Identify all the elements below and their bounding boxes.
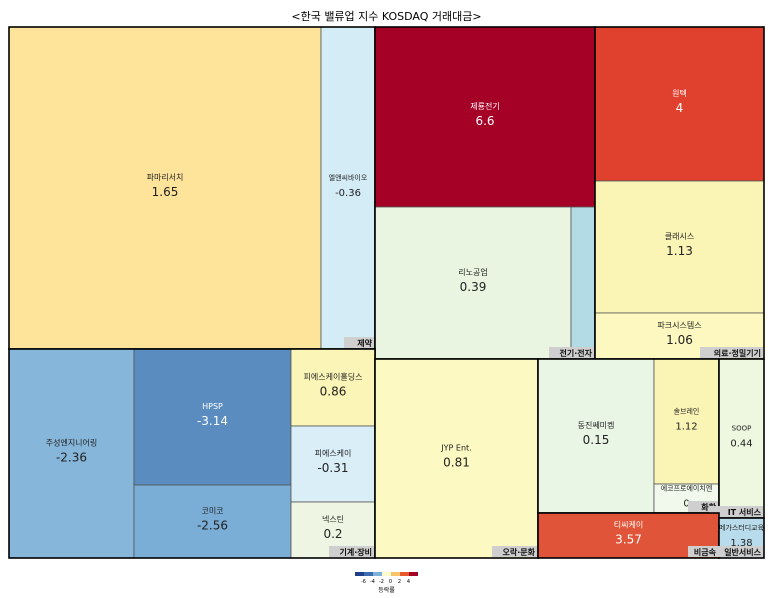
legend-swatch xyxy=(355,572,364,576)
legend-swatch xyxy=(364,572,373,576)
legend-tick-label: -2 xyxy=(379,579,384,585)
legend-tick-label: 0 xyxy=(389,579,392,585)
legend-title: 등락률 xyxy=(378,586,395,594)
legend-tick-label: 4 xyxy=(407,579,410,585)
legend-swatch xyxy=(391,572,400,576)
color-legend: -6 -4 -2 0 2 4 등락률 xyxy=(0,0,773,598)
legend-tick-label: -6 xyxy=(361,579,366,585)
legend-swatch xyxy=(409,572,418,576)
legend-swatch xyxy=(373,572,382,576)
legend-tick-label: -4 xyxy=(370,579,375,585)
legend-swatch xyxy=(400,572,409,576)
legend-tick-label: 2 xyxy=(398,579,401,585)
legend-swatch xyxy=(382,572,391,576)
